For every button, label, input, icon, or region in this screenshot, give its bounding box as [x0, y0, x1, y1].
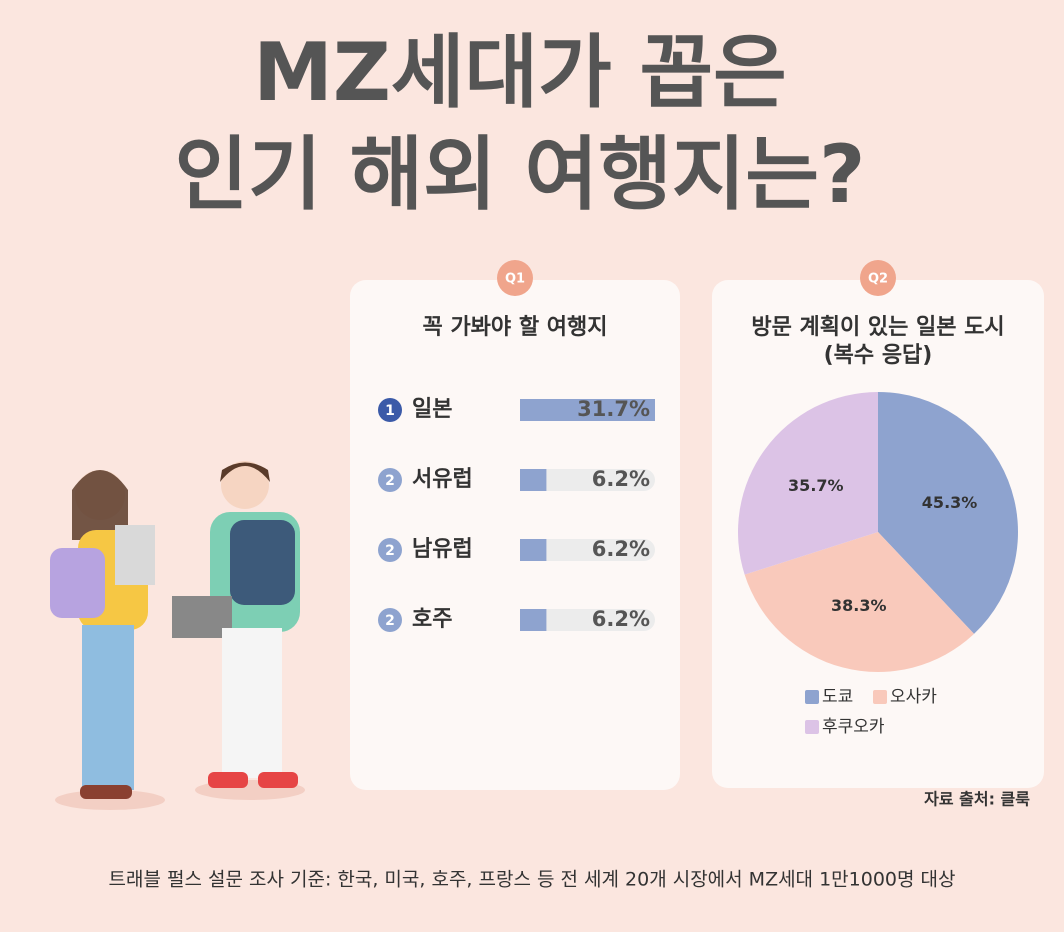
- illustration: [50, 461, 305, 810]
- bar: [520, 539, 547, 561]
- rank-label: 2: [385, 473, 395, 489]
- rank-badge: [378, 468, 402, 492]
- chart-title: (복수 응답): [824, 343, 933, 368]
- legend-swatch: [805, 720, 819, 734]
- bar: [520, 609, 547, 631]
- rank-badge: [378, 398, 402, 422]
- badge-label: Q2: [868, 272, 888, 287]
- bar: [520, 399, 655, 421]
- legend-label: 후쿠오카: [822, 717, 885, 737]
- value-label: 45.3%: [922, 493, 978, 512]
- value-label: 6.2%: [592, 537, 650, 561]
- legend-swatch: [805, 690, 819, 704]
- title-line: 인기 해외 여행지는?: [175, 128, 866, 221]
- badge: [497, 260, 533, 296]
- source: 자료 출처: 클룩: [924, 790, 1030, 809]
- title-line: MZ세대가 꼽은: [253, 26, 786, 119]
- card: [350, 280, 680, 790]
- category-label: 일본: [412, 397, 452, 422]
- value-label: 31.7%: [577, 397, 650, 421]
- bar-track: [520, 469, 655, 491]
- category-label: 호주: [412, 607, 452, 632]
- rank-label: 1: [385, 403, 395, 419]
- footnote: 트래블 펄스 설문 조사 기준: 한국, 미국, 호주, 프랑스 등 전 세계 …: [109, 869, 956, 891]
- rank-label: 2: [385, 543, 395, 559]
- value-label: 6.2%: [592, 607, 650, 631]
- chart-title: 방문 계획이 있는 일본 도시: [751, 315, 1004, 340]
- pie-slice: [878, 392, 1018, 634]
- legend-swatch: [873, 690, 887, 704]
- category-label: 서유럽: [412, 467, 473, 492]
- pie-slice: [744, 532, 975, 673]
- value-label: 35.7%: [788, 476, 844, 495]
- legend-label: 오사카: [890, 687, 937, 707]
- value-label: 6.2%: [592, 467, 650, 491]
- legend-label: 도쿄: [822, 687, 853, 707]
- badge-label: Q1: [505, 272, 525, 287]
- rank-label: 2: [385, 613, 395, 629]
- value-label: 38.3%: [831, 596, 887, 615]
- bar-track: [520, 539, 655, 561]
- bar-track: [520, 609, 655, 631]
- pie-slice: [737, 392, 878, 575]
- category-label: 남유럽: [412, 537, 473, 562]
- bar: [520, 469, 547, 491]
- badge: [860, 260, 896, 296]
- chart-title: 꼭 가봐야 할 여행지: [423, 315, 608, 340]
- rank-badge: [378, 608, 402, 632]
- rank-badge: [378, 538, 402, 562]
